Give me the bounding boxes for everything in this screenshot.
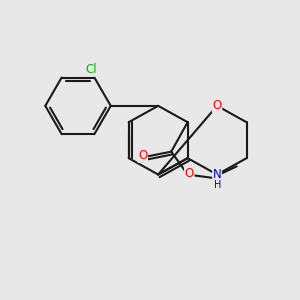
Text: O: O <box>184 167 194 180</box>
Text: Cl: Cl <box>85 63 97 76</box>
Text: N: N <box>213 168 221 181</box>
Text: O: O <box>212 99 222 112</box>
Text: H: H <box>214 180 221 190</box>
Text: O: O <box>138 149 147 162</box>
